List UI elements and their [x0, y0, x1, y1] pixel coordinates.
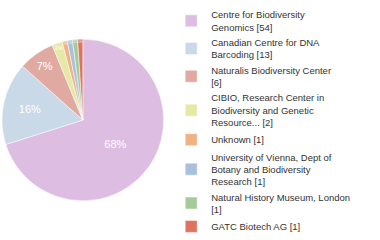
svg-text:16%: 16% — [19, 103, 41, 115]
svg-text:Centre for BiodiversityGenomic: Centre for BiodiversityGenomics [54] — [211, 9, 305, 32]
svg-text:68%: 68% — [104, 138, 126, 150]
svg-text:University of Vienna, Dept ofB: University of Vienna, Dept ofBotany and … — [211, 152, 332, 188]
svg-text:1%: 1% — [73, 40, 78, 44]
svg-text:1%: 1% — [63, 42, 68, 46]
svg-text:CIBIO, Research Center inBiodi: CIBIO, Research Center inBiodiversity an… — [211, 92, 324, 128]
svg-text:1%: 1% — [78, 40, 83, 44]
svg-text:1%: 1% — [68, 41, 73, 45]
svg-text:Canadian Centre for DNABarcodi: Canadian Centre for DNABarcoding [13] — [211, 37, 320, 60]
svg-text:2%: 2% — [55, 45, 63, 51]
svg-text:7%: 7% — [37, 60, 53, 72]
svg-text:Natural History Museum, London: Natural History Museum, London[1] — [211, 192, 350, 215]
svg-text:GATC Biotech AG [1]: GATC Biotech AG [1] — [211, 221, 300, 232]
svg-text:Naturalis Biodiversity Center[: Naturalis Biodiversity Center[6] — [211, 65, 331, 88]
svg-text:Unknown [1]: Unknown [1] — [211, 134, 264, 145]
